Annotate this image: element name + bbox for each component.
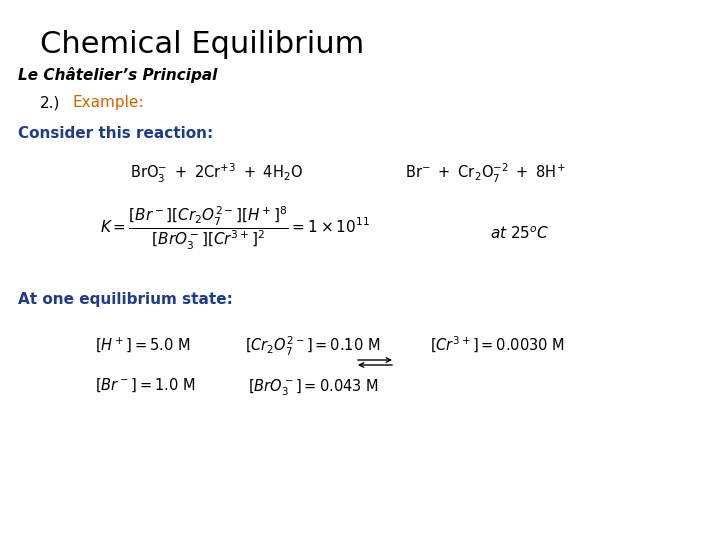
- Text: $\mathit{at}\ 25^o\mathit{C}$: $\mathit{at}\ 25^o\mathit{C}$: [490, 225, 549, 241]
- Text: $[Br^-] = 1.0\ \mathrm{M}$: $[Br^-] = 1.0\ \mathrm{M}$: [95, 377, 195, 394]
- Text: Example:: Example:: [72, 95, 143, 110]
- Text: $\mathit{K} = \dfrac{[\mathit{Br}^-][\mathit{Cr}_2\mathit{O}_7^{2-}][\mathit{H}^: $\mathit{K} = \dfrac{[\mathit{Br}^-][\ma…: [100, 205, 370, 252]
- Text: 2.): 2.): [40, 95, 60, 110]
- Text: Consider this reaction:: Consider this reaction:: [18, 126, 213, 141]
- Text: $\mathrm{BrO_3^{-}\ +\ 2Cr^{+3}\ +\ 4H_2O}$: $\mathrm{BrO_3^{-}\ +\ 2Cr^{+3}\ +\ 4H_2…: [130, 162, 303, 185]
- Text: At one equilibrium state:: At one equilibrium state:: [18, 292, 233, 307]
- Text: $[Cr^{3+}] = 0.0030\ \mathrm{M}$: $[Cr^{3+}] = 0.0030\ \mathrm{M}$: [430, 335, 565, 355]
- Text: Chemical Equilibrium: Chemical Equilibrium: [40, 30, 364, 59]
- Text: $\mathrm{Br^{-}\ +\ Cr_2O_7^{-2}\ +\ 8H^{+}}$: $\mathrm{Br^{-}\ +\ Cr_2O_7^{-2}\ +\ 8H^…: [405, 162, 566, 185]
- Text: $[H^+] = 5.0\ \mathrm{M}$: $[H^+] = 5.0\ \mathrm{M}$: [95, 335, 191, 354]
- Text: $[BrO_3^-] = 0.043\ \mathrm{M}$: $[BrO_3^-] = 0.043\ \mathrm{M}$: [248, 377, 379, 397]
- Text: $[Cr_2O_7^{2-}] = 0.10\ \mathrm{M}$: $[Cr_2O_7^{2-}] = 0.10\ \mathrm{M}$: [245, 335, 380, 358]
- Text: Le Châtelier’s Principal: Le Châtelier’s Principal: [18, 67, 217, 83]
